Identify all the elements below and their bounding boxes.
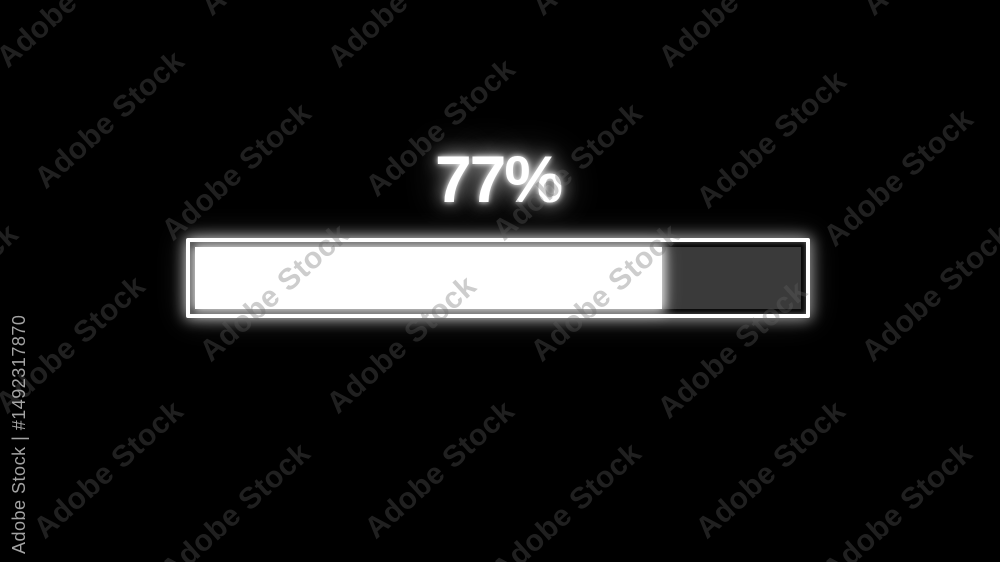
adobe-stock-watermark: Adobe Stock xyxy=(525,0,688,23)
adobe-stock-watermark: Adobe Stock xyxy=(154,436,317,562)
stock-id-label: Adobe Stock | #1492317870 xyxy=(9,314,29,554)
progress-percentage-label: 77% xyxy=(434,142,563,216)
adobe-stock-watermark: Adobe Stock xyxy=(27,394,190,546)
adobe-stock-watermark: Adobe Stock xyxy=(194,0,357,23)
progress-bar-fill xyxy=(195,247,662,309)
progress-bar-track xyxy=(195,247,801,309)
adobe-stock-watermark: Adobe Stock xyxy=(689,394,852,546)
adobe-stock-watermark: Adobe Stock xyxy=(0,0,154,75)
adobe-stock-watermark: Adobe Stock xyxy=(321,0,484,75)
adobe-stock-watermark: Adobe Stock xyxy=(28,44,191,196)
adobe-stock-watermark: Adobe Stock xyxy=(856,0,1000,23)
adobe-stock-watermark: Adobe Stock xyxy=(817,102,980,254)
adobe-stock-watermark: Adobe Stock xyxy=(855,217,1000,369)
adobe-stock-watermark: Adobe Stock xyxy=(485,436,648,562)
adobe-stock-watermark: Adobe Stock xyxy=(358,394,521,546)
adobe-stock-watermark: Adobe Stock xyxy=(816,436,979,562)
progress-bar xyxy=(186,238,810,318)
adobe-stock-watermark: Adobe Stock xyxy=(652,0,815,75)
